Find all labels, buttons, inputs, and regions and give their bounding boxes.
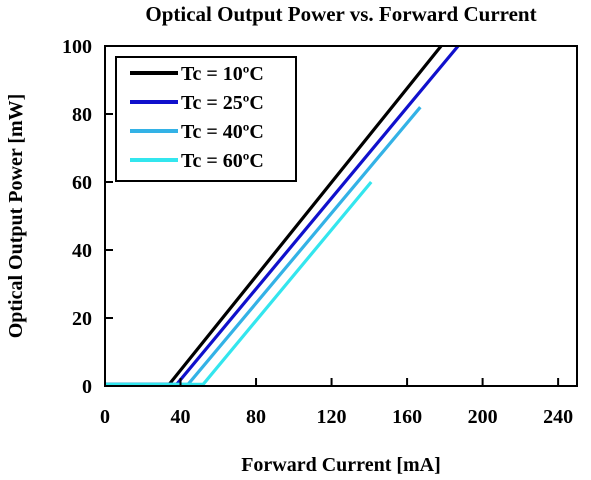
legend: Tc = 10ºC Tc = 25ºC Tc = 40ºC Tc = 60ºC bbox=[115, 56, 297, 182]
legend-label-3: Tc = 40ºC bbox=[181, 121, 264, 143]
legend-label-2: Tc = 25ºC bbox=[181, 92, 264, 114]
y-axis-label: Optical Output Power [mW] bbox=[5, 94, 27, 339]
x-tick-label: 160 bbox=[392, 406, 422, 428]
x-tick-label: 0 bbox=[100, 406, 110, 428]
y-tick-label: 20 bbox=[72, 308, 92, 330]
x-tick-label: 80 bbox=[246, 406, 266, 428]
series-layer bbox=[105, 44, 460, 386]
y-tick-label: 40 bbox=[72, 240, 92, 262]
x-tick-label: 240 bbox=[543, 406, 573, 428]
legend-label-1: Tc = 10ºC bbox=[181, 63, 264, 85]
ticks-layer: 0 40 80 120 160 200 240 0 20 40 60 80 100 bbox=[62, 36, 573, 428]
x-tick-label: 120 bbox=[317, 406, 347, 428]
plot-frame bbox=[104, 45, 578, 387]
series-line-4 bbox=[105, 180, 373, 386]
y-tick-label: 100 bbox=[62, 36, 92, 58]
chart-title: Optical Output Power vs. Forward Current bbox=[145, 2, 536, 26]
legend-label-4: Tc = 60ºC bbox=[181, 150, 264, 172]
x-tick-label: 40 bbox=[171, 406, 191, 428]
x-tick-label: 200 bbox=[468, 406, 498, 428]
y-tick-label: 60 bbox=[72, 172, 92, 194]
y-tick-label: 0 bbox=[82, 376, 92, 398]
x-axis-label: Forward Current [mA] bbox=[241, 454, 441, 476]
y-tick-label: 80 bbox=[72, 104, 92, 126]
